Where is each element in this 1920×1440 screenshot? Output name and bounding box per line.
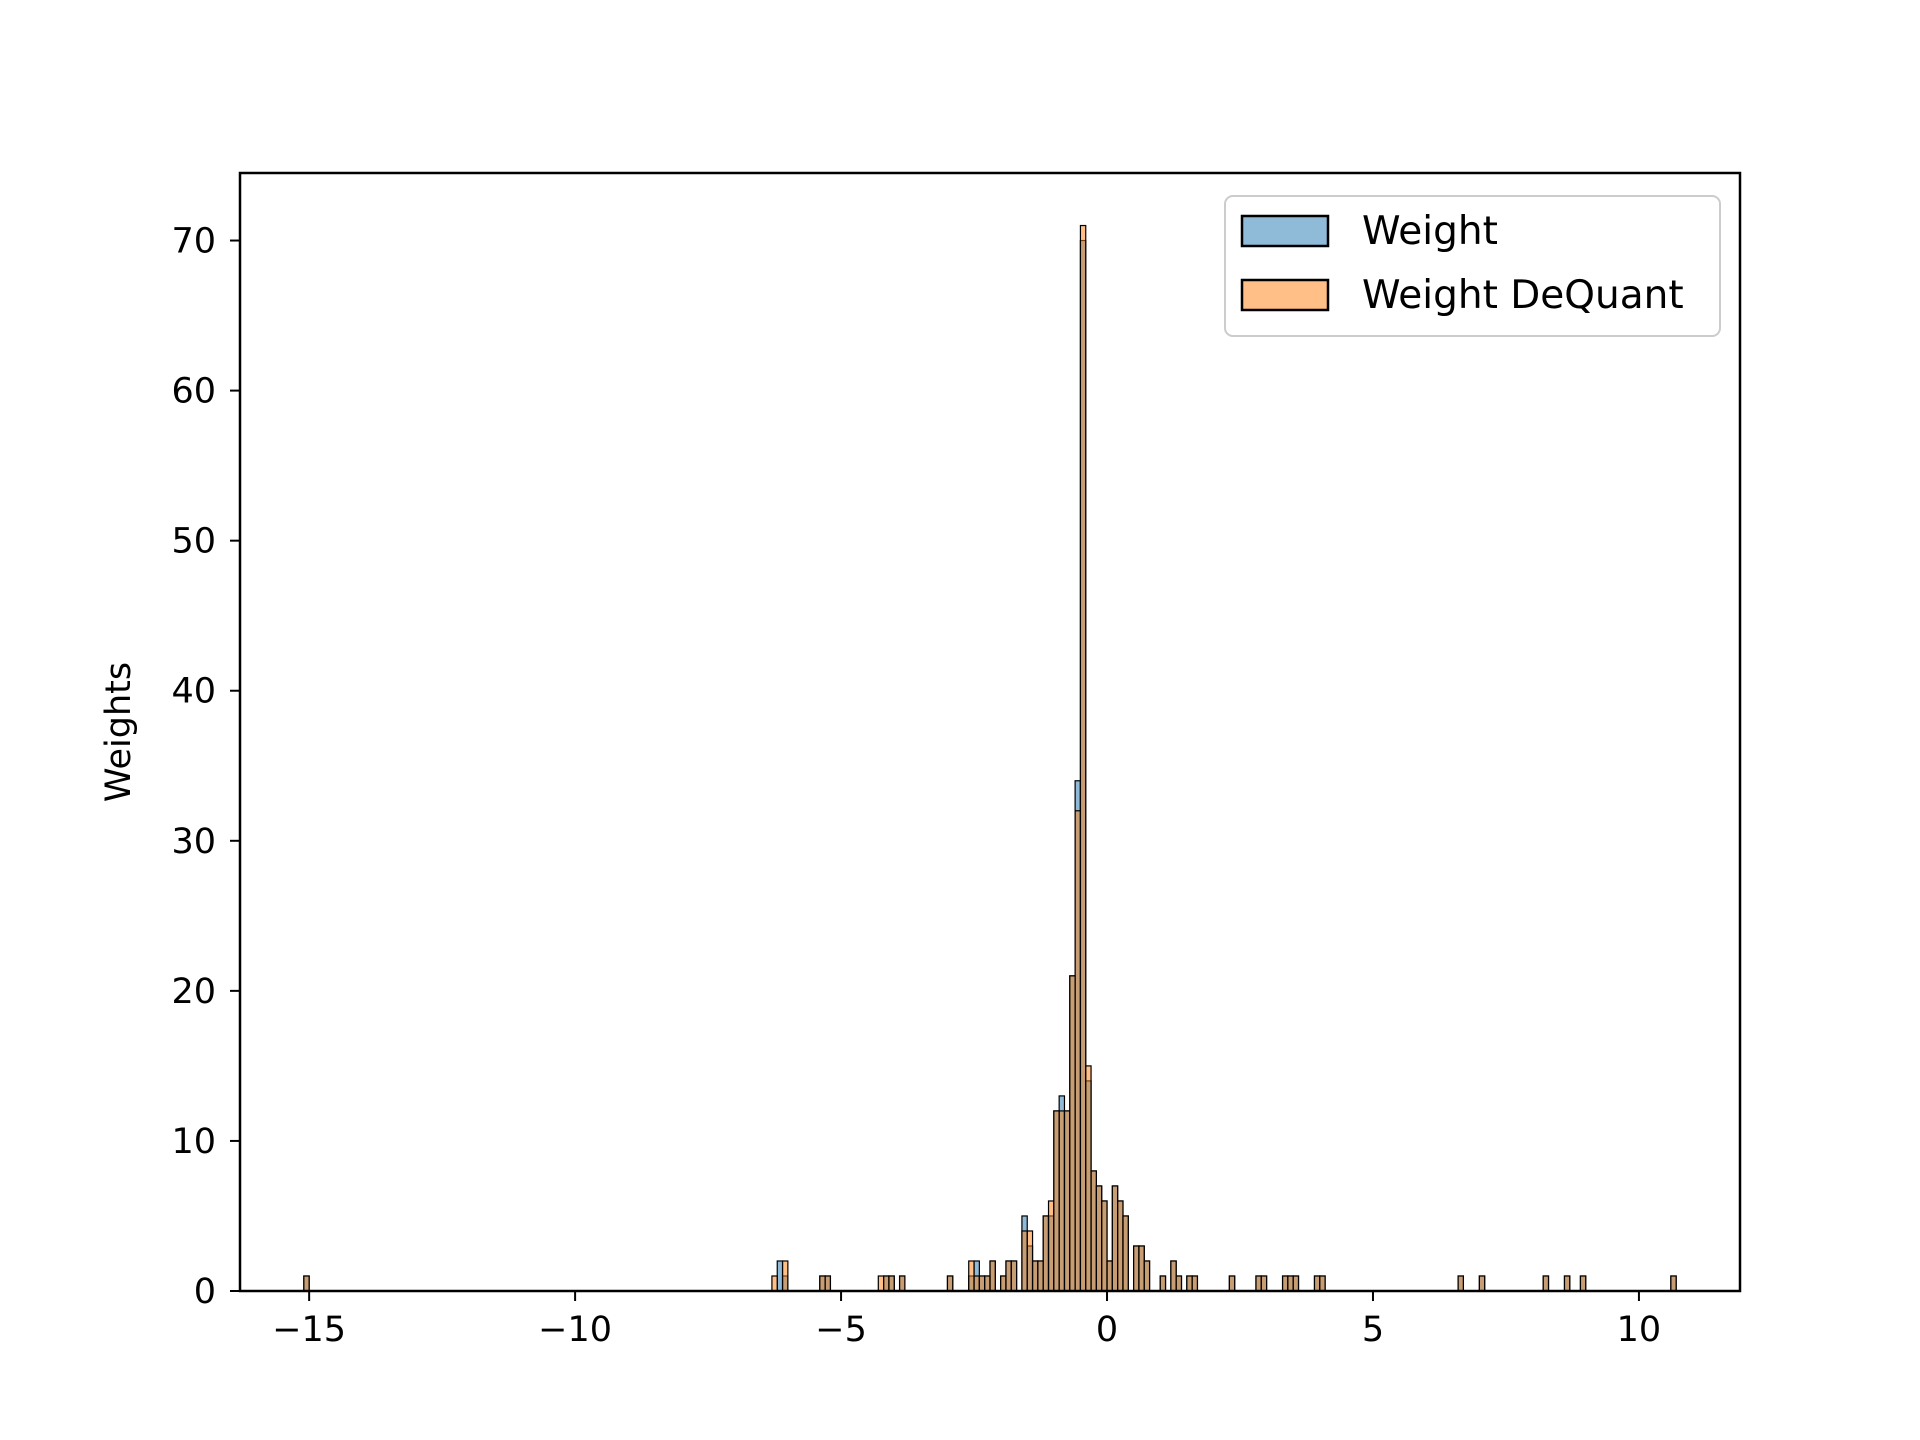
histogram-bar [1542,1275,1550,1292]
histogram-bar [1090,1170,1097,1292]
histogram-bar [824,1275,832,1292]
y-axis-ticks: 0 10 20 30 40 50 60 70 [171,222,240,1312]
histogram-bar [1021,1230,1028,1292]
histogram-bar [1287,1275,1294,1292]
histogram-bar [1010,1260,1018,1292]
histogram-bar [1191,1275,1199,1292]
legend-label-weight: Weight [1362,209,1498,254]
x-axis-ticks: −15 −10 −5 0 5 10 [272,1291,1661,1350]
y-axis-label: Weights [99,662,139,802]
histogram-bar [1047,1200,1055,1292]
x-tick-label: 10 [1617,1310,1662,1350]
histogram-bar [1563,1275,1571,1292]
histogram-bar [1319,1275,1326,1292]
histogram-bar [1138,1245,1145,1292]
x-tick-label: 5 [1362,1310,1384,1350]
histogram-bar [1579,1275,1587,1292]
y-tick-label: 60 [171,372,216,412]
histogram-bar [819,1275,826,1292]
histogram-bar [1255,1275,1262,1292]
histogram-bar [1063,1110,1071,1292]
histogram-bar [1281,1275,1289,1292]
y-tick-label: 30 [171,822,216,862]
x-tick-label: −10 [538,1310,612,1350]
histogram-bar [968,1260,975,1292]
histogram-bar [877,1275,885,1292]
histogram-bar [1457,1275,1465,1292]
histogram-bar [1159,1275,1167,1292]
histogram-bar [1042,1215,1050,1292]
histogram-bar [1079,224,1087,1292]
histogram-bar [1074,810,1082,1292]
histogram-bar [1111,1185,1119,1292]
x-tick-label: −5 [815,1310,867,1350]
histogram-bar [1143,1260,1151,1292]
histogram-bar [978,1275,986,1292]
y-tick-label: 70 [171,222,216,262]
histogram-bar [1292,1275,1300,1292]
y-tick-label: 50 [171,522,216,562]
histogram-bar [1031,1260,1039,1292]
histogram-bar [1026,1230,1034,1292]
histogram-bar [1228,1275,1236,1292]
x-tick-label: −15 [272,1310,346,1350]
histogram-bar [1122,1215,1129,1292]
legend-frame [1224,195,1721,337]
histogram-bar [898,1275,906,1292]
histogram-bar [1133,1245,1140,1292]
histogram-bar [1053,1110,1060,1292]
histogram-bar [1175,1275,1183,1292]
histogram-bar [776,1260,784,1292]
legend: Weight Weight DeQuant [1224,195,1721,337]
histogram-bar [1313,1275,1321,1292]
histogram-bar [973,1275,980,1292]
histogram-bar [771,1275,778,1292]
legend-swatch-weight [1240,214,1330,248]
y-tick-label: 20 [171,972,216,1012]
histogram-bar [1005,1260,1012,1292]
histogram-bar [1478,1275,1486,1292]
histogram-bar [1670,1275,1677,1292]
histogram-bar [1101,1200,1108,1292]
y-tick-label: 10 [171,1122,216,1162]
histogram-bar [989,1260,996,1292]
y-tick-label: 0 [194,1272,216,1312]
histogram-bar [1037,1260,1044,1292]
histogram-bar [781,1260,789,1292]
histogram-bar [984,1275,991,1292]
histogram-bar [1085,1065,1092,1292]
histogram-bar [888,1275,895,1292]
histogram-bar [303,1275,310,1292]
histogram-bar [883,1275,890,1292]
histogram-bar [946,1275,954,1292]
x-tick-label: 0 [1096,1310,1118,1350]
histogram-bar [1095,1185,1103,1292]
histogram-bar [1000,1275,1007,1292]
histogram-bar [1117,1200,1124,1292]
legend-swatch-weight-dequant [1240,278,1330,312]
histogram-bar [1058,1110,1066,1292]
histogram-bar [1186,1275,1193,1292]
legend-label-weight-dequant: Weight DeQuant [1362,273,1684,318]
histogram-bar [1106,1260,1113,1292]
histogram-bar [1260,1275,1268,1292]
y-tick-label: 40 [171,672,216,712]
histogram-bar [1069,975,1076,1292]
histogram-bar [1170,1260,1177,1292]
plot-frame [238,171,1742,1293]
